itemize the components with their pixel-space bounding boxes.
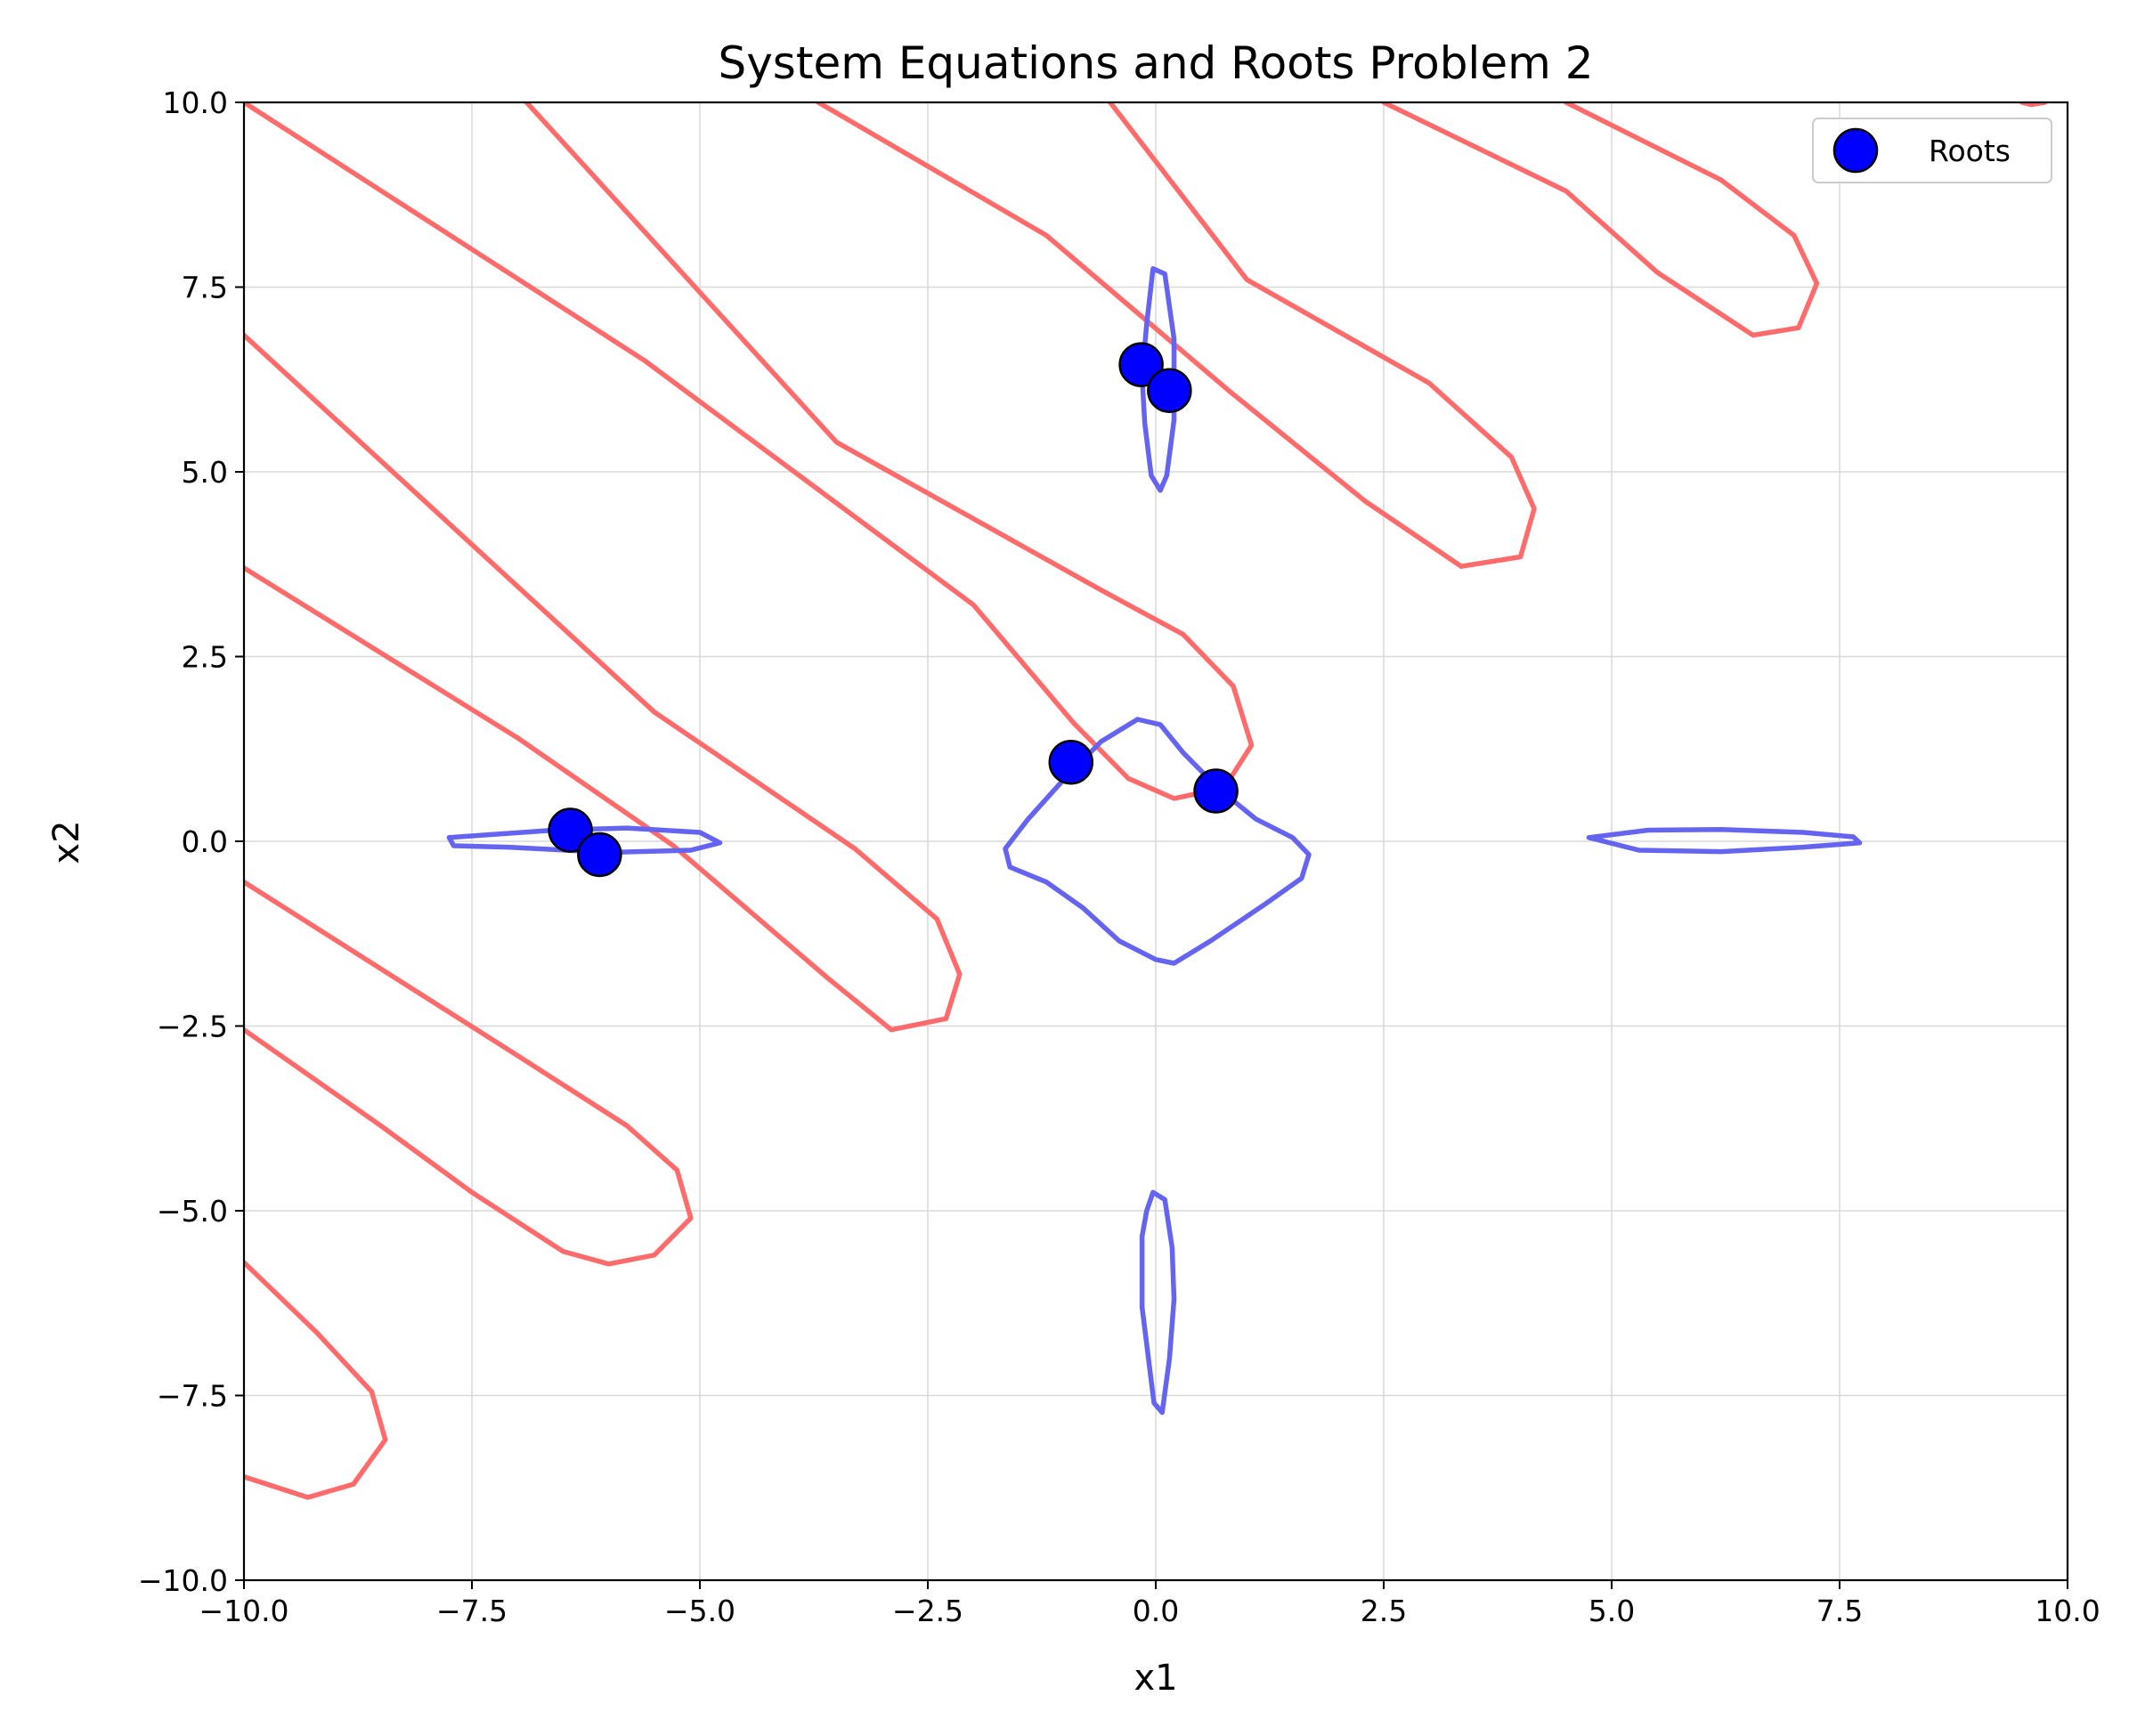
plot-area — [244, 102, 2048, 1500]
x-tick-label: 10.0 — [2035, 1594, 2100, 1628]
x-tick-label: −5.0 — [664, 1594, 735, 1628]
blue-contour-curve — [1139, 1189, 1177, 1416]
chart-title: System Equations and Roots Problem 2 — [718, 37, 1593, 89]
red-contour-curve — [244, 332, 963, 1033]
root-marker — [1147, 368, 1192, 413]
x-axis-label: x1 — [1134, 1658, 1177, 1699]
legend-label: Roots — [1929, 134, 2011, 168]
axis-ticks: −10.0 −7.5 −5.0 −2.5 0.0 2.5 5.0 7.5 10.0 −10.0 −7… — [138, 85, 2100, 1628]
x-tick-label: 2.5 — [1361, 1594, 1407, 1628]
x-tick-label: 0.0 — [1133, 1594, 1179, 1628]
y-tick-label: −10.0 — [138, 1563, 228, 1598]
blue-contour-curve — [1586, 826, 1863, 855]
red-contour-curve — [816, 102, 1537, 569]
y-tick-label: 5.0 — [182, 455, 228, 490]
y-tick-label: 10.0 — [163, 85, 228, 120]
x-tick-label: 7.5 — [1816, 1594, 1863, 1628]
legend-box — [1812, 118, 2052, 183]
legend: Roots — [1812, 118, 2052, 183]
root-marker — [1048, 739, 1094, 785]
y-tick-label: 7.5 — [182, 271, 228, 305]
y-tick-label: −2.5 — [157, 1010, 228, 1044]
root-marker — [577, 831, 622, 878]
legend-marker — [1832, 127, 1879, 174]
x-tick-label: −7.5 — [436, 1594, 508, 1628]
y-tick-label: 2.5 — [182, 640, 228, 675]
y-axis-label: x2 — [46, 820, 87, 864]
x-tick-label: −2.5 — [892, 1594, 963, 1628]
red-contour-curve — [244, 1260, 388, 1500]
y-tick-label: −5.0 — [157, 1194, 228, 1229]
x-tick-label: 5.0 — [1589, 1594, 1635, 1628]
x-tick-label: −10.0 — [199, 1594, 288, 1628]
root-marker — [1118, 342, 1164, 387]
root-marker — [1193, 768, 1239, 814]
y-tick-label: 0.0 — [182, 824, 228, 859]
root-marker — [548, 807, 593, 853]
red-contour-curve — [1381, 102, 1820, 338]
red-contour-curve — [244, 879, 694, 1267]
y-tick-label: −7.5 — [157, 1379, 228, 1414]
